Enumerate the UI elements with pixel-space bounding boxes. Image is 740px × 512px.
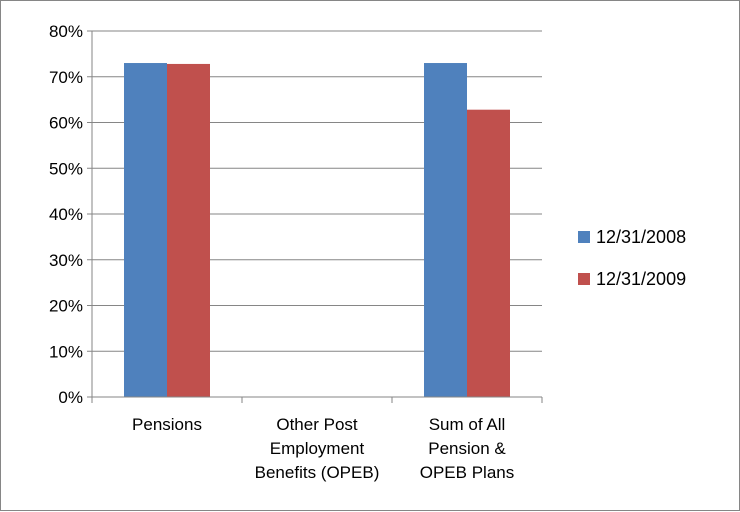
category-label: Sum of All Pension & OPEB Plans bbox=[420, 415, 515, 482]
category-label: Other Post Employment Benefits (OPEB) bbox=[255, 415, 380, 482]
category-label: Pensions bbox=[132, 415, 202, 434]
legend-label: 12/31/2008 bbox=[596, 227, 686, 247]
y-tick-label: 60% bbox=[49, 114, 83, 133]
bar bbox=[167, 63, 210, 397]
y-tick-label: 10% bbox=[49, 342, 83, 361]
y-tick-label: 30% bbox=[49, 251, 83, 270]
bar bbox=[467, 109, 510, 397]
y-tick-label: 0% bbox=[58, 388, 83, 407]
bar bbox=[124, 63, 167, 398]
y-tick-label: 80% bbox=[49, 22, 83, 41]
legend-swatch bbox=[578, 231, 590, 243]
y-tick-label: 70% bbox=[49, 68, 83, 87]
y-tick-label: 40% bbox=[49, 205, 83, 224]
axes bbox=[87, 30, 543, 403]
category-labels: Pensions Other Post Employment Benefits (OP… bbox=[132, 415, 514, 482]
y-tick-labels: 0% 10% 20% 30% 40% 50% 60% 70% 80% bbox=[49, 22, 83, 407]
y-tick-label: 50% bbox=[49, 159, 83, 178]
legend: 12/31/2008 12/31/2009 bbox=[578, 227, 686, 289]
y-tick-label: 20% bbox=[49, 297, 83, 316]
legend-swatch bbox=[578, 273, 590, 285]
bars bbox=[124, 63, 510, 398]
legend-label: 12/31/2009 bbox=[596, 269, 686, 289]
bar bbox=[424, 63, 467, 398]
